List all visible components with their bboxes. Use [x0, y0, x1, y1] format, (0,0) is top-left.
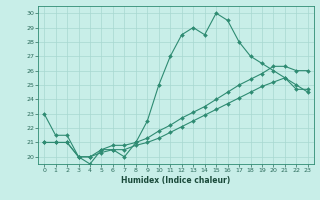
- X-axis label: Humidex (Indice chaleur): Humidex (Indice chaleur): [121, 176, 231, 185]
